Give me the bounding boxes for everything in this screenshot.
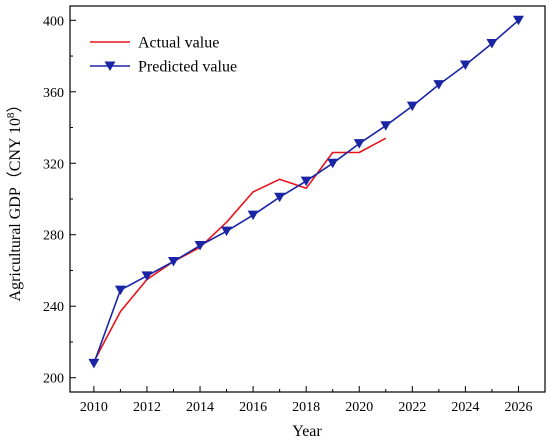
predicted-point-marker [327,158,339,169]
predicted-point-marker [512,15,524,26]
predicted-point-marker [486,39,498,49]
x-tick-label: 2020 [345,400,373,415]
x-tick-label: 2010 [80,400,108,415]
x-tick-label: 2016 [239,400,267,415]
legend-predicted-label: Predicted value [138,59,237,76]
y-tick-label: 240 [43,300,64,315]
predicted-point-marker [406,101,418,112]
legend-predicted-marker [104,61,116,71]
legend-actual-label: Actual value [138,35,219,52]
y-axis-title-superscript: 8 [5,112,17,118]
legend: Actual value Predicted value [90,35,237,76]
predicted-point-marker [167,257,179,267]
plot-content [88,15,524,369]
predicted-point-marker [353,139,365,149]
y-axis: 200 240 280 320 360 400 [43,14,76,387]
x-tick-label: 2014 [186,400,214,415]
y-axis-title-end: ） [6,97,24,113]
y-tick-label: 280 [43,229,64,244]
y-axis-title: Agricultural GDP（CNY 108） [5,97,24,302]
series-line-actual [93,137,387,362]
predicted-point-marker [459,60,471,70]
y-axis-title-main: Agricultural GDP（CNY 10 [6,118,24,301]
predicted-point-marker [274,192,286,203]
y-tick-label: 400 [43,14,64,29]
predicted-point-marker [141,271,153,281]
y-tick-label: 320 [43,157,64,172]
predicted-point-marker [380,121,392,131]
predicted-point-marker [247,210,259,221]
predicted-point-marker [88,358,100,369]
x-tick-label: 2024 [451,400,479,415]
x-axis-title: Year [292,423,322,440]
x-tick-label: 2026 [504,400,532,415]
y-tick-label: 360 [43,86,64,101]
x-tick-label: 2018 [292,400,320,415]
predicted-point-marker [433,80,445,90]
x-tick-label: 2012 [133,400,161,415]
y-tick-label: 200 [43,372,64,387]
predicted-point-marker [221,226,233,237]
x-axis: 2010 2012 2014 2016 2018 2020 2022 2024 2026 [80,386,532,415]
predicted-point-marker [300,176,312,187]
x-tick-label: 2022 [398,400,426,415]
predicted-point-marker [194,240,206,251]
predicted-point-marker [114,285,126,296]
